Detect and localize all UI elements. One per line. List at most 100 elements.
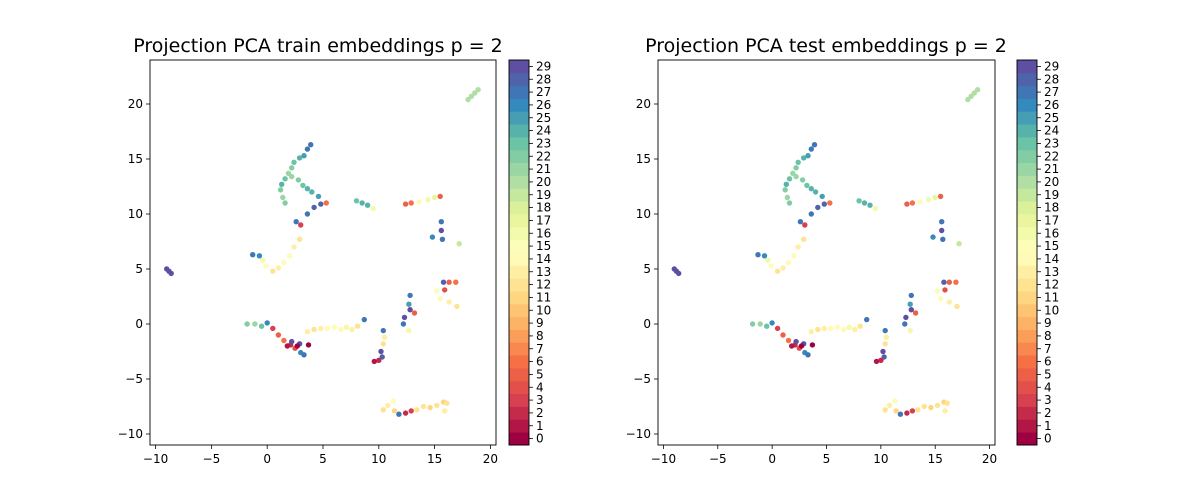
data-point: [784, 194, 791, 201]
data-point: [791, 253, 797, 259]
colorbar-bin: [509, 201, 529, 215]
data-point: [380, 341, 386, 347]
data-point: [809, 342, 816, 348]
data-point: [834, 324, 841, 330]
train-embeddings-panel: Projection PCA train embeddings p = 2 −1…: [118, 35, 552, 466]
data-point: [294, 343, 300, 349]
colorbar-tick-label: 29: [536, 59, 551, 73]
data-point: [315, 193, 322, 200]
colorbar-tick-label: 13: [1044, 265, 1059, 279]
data-point: [298, 222, 304, 228]
data-point: [318, 201, 324, 207]
data-point: [873, 358, 880, 365]
colorbar-bin: [1017, 265, 1037, 279]
y-tick-label: 10: [128, 207, 143, 221]
data-point: [768, 263, 774, 269]
data-point: [304, 211, 311, 217]
data-point: [437, 296, 443, 302]
colorbar-bin: [1017, 137, 1037, 151]
data-point: [857, 323, 863, 329]
data-point: [440, 279, 447, 285]
colorbar-bin: [509, 162, 529, 176]
colorbar-frame: [508, 59, 530, 446]
colorbar-tick-label: 3: [1044, 393, 1052, 407]
data-point: [765, 257, 771, 263]
colorbar-tick-label: 26: [1044, 98, 1059, 112]
colorbar-bin: [1017, 368, 1037, 382]
colorbar-tick-label: 24: [1044, 124, 1059, 138]
data-point: [401, 314, 408, 321]
colorbar-frame: [1016, 59, 1038, 446]
data-point: [971, 90, 977, 96]
data-point: [438, 227, 444, 234]
colorbar-tick-label: 14: [1044, 252, 1059, 266]
colorbar-bin: [1017, 303, 1037, 318]
data-point: [434, 288, 440, 294]
colorbar-tick-label: 23: [536, 136, 551, 150]
colorbar-tick-label: 12: [536, 278, 551, 292]
y-tick-label: −10: [626, 427, 651, 441]
data-point: [841, 326, 847, 333]
colorbar-bin: [509, 265, 529, 279]
colorbar-bin: [509, 188, 529, 202]
colorbar-bin: [1017, 291, 1037, 305]
data-point: [311, 326, 317, 333]
data-point: [856, 198, 862, 204]
data-point: [801, 155, 807, 161]
axes-frame: [149, 59, 497, 446]
y-tick-label: 5: [643, 262, 651, 276]
data-point: [293, 219, 299, 225]
colorbar-bin: [1017, 406, 1037, 420]
data-point: [281, 337, 287, 344]
data-point: [260, 257, 266, 263]
data-point: [882, 407, 888, 413]
data-point: [907, 327, 913, 334]
colorbar-bin: [1017, 85, 1037, 99]
colorbar-tick-label: 10: [536, 303, 551, 317]
data-point: [270, 325, 276, 332]
data-point: [378, 348, 384, 355]
data-point: [786, 200, 793, 206]
data-point: [475, 87, 481, 93]
colorbar-tick-label: 4: [1044, 380, 1052, 394]
colorbar-tick-label: 13: [536, 265, 551, 279]
colorbar-tick-label: 29: [1044, 59, 1059, 73]
data-point: [282, 200, 288, 206]
data-point: [275, 332, 282, 338]
data-point: [852, 326, 858, 333]
data-point: [454, 303, 460, 310]
data-point: [808, 329, 814, 335]
data-point: [411, 310, 418, 316]
colorbar-bin: [509, 226, 529, 241]
data-point: [878, 357, 884, 363]
data-point: [867, 202, 873, 208]
colorbar-bin: [509, 124, 529, 138]
colorbar-tick-label: 6: [1044, 355, 1052, 369]
data-point: [793, 173, 799, 180]
colorbar-tick-label: 17: [536, 213, 551, 227]
colorbar-tick-label: 23: [1044, 136, 1059, 150]
y-tick-label: 0: [643, 317, 651, 331]
data-point: [939, 227, 945, 234]
colorbar-tick-label: 9: [536, 316, 544, 330]
colorbar-bin: [1017, 278, 1037, 292]
data-point: [882, 327, 888, 334]
data-point: [349, 326, 355, 333]
colorbar-tick-label: 15: [536, 239, 551, 253]
data-point: [954, 303, 960, 310]
colorbar: 0123456789101112131415161718192021222324…: [508, 59, 551, 446]
data-point: [434, 402, 440, 409]
data-point: [801, 236, 807, 242]
colorbar-bin: [1017, 124, 1037, 138]
colorbar-bin: [1017, 380, 1037, 395]
data-point: [757, 321, 763, 327]
colorbar-tick-label: 2: [536, 406, 544, 420]
data-point: [917, 199, 923, 205]
data-point: [414, 407, 420, 413]
data-point: [300, 182, 306, 189]
data-point: [793, 165, 799, 171]
data-point: [965, 96, 971, 103]
data-point: [808, 146, 814, 152]
data-point: [786, 176, 793, 182]
